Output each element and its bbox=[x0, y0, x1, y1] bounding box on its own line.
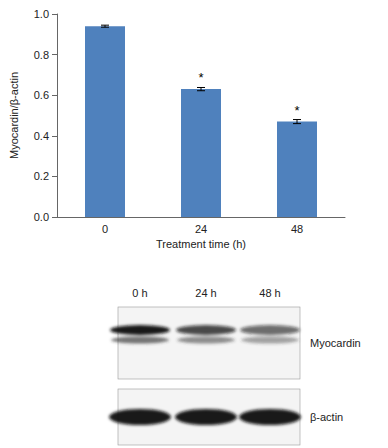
svg-text:0.8: 0.8 bbox=[34, 49, 49, 61]
svg-text:Myocardin/β-actin: Myocardin/β-actin bbox=[8, 72, 20, 159]
svg-text:*: * bbox=[198, 70, 203, 85]
svg-text:0.6: 0.6 bbox=[34, 89, 49, 101]
svg-text:β-actin: β-actin bbox=[310, 411, 343, 423]
svg-text:24 h: 24 h bbox=[195, 287, 216, 299]
svg-text:*: * bbox=[294, 103, 299, 118]
svg-text:0.0: 0.0 bbox=[34, 211, 49, 223]
svg-text:0.2: 0.2 bbox=[34, 170, 49, 182]
svg-text:0: 0 bbox=[102, 223, 108, 235]
svg-text:24: 24 bbox=[195, 223, 207, 235]
svg-text:0 h: 0 h bbox=[132, 287, 147, 299]
svg-text:Treatment time (h): Treatment time (h) bbox=[156, 238, 246, 250]
svg-text:48: 48 bbox=[291, 223, 303, 235]
svg-text:48 h: 48 h bbox=[259, 287, 280, 299]
svg-text:Myocardin: Myocardin bbox=[310, 337, 361, 349]
svg-text:1.0: 1.0 bbox=[34, 8, 49, 20]
svg-text:0.4: 0.4 bbox=[34, 130, 49, 142]
